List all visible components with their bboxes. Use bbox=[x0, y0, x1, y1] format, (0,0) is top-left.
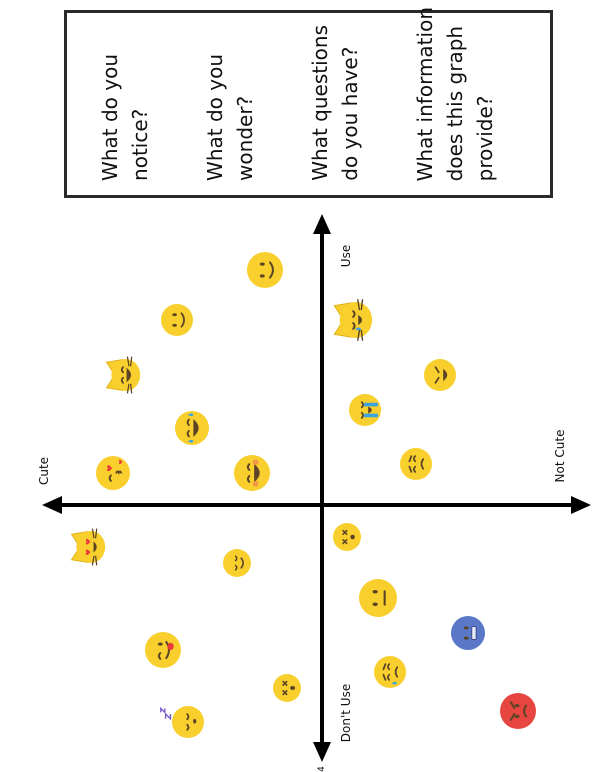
arrow-right-icon bbox=[571, 496, 591, 514]
frowning-face-emoji bbox=[400, 448, 432, 480]
prompt-box: What do you notice? What do you wonder? … bbox=[64, 7, 553, 198]
horizontal-axis bbox=[42, 496, 591, 514]
relieved-face-emoji bbox=[223, 549, 251, 577]
sweat-face-emoji bbox=[374, 656, 406, 688]
axis-label-dont-use: Don't Use bbox=[339, 683, 353, 743]
astonished-face-emoji bbox=[273, 674, 301, 702]
arrow-left-icon bbox=[42, 496, 62, 514]
heart-eyes-cat-emoji bbox=[70, 528, 106, 566]
sleeping-face-emoji bbox=[160, 706, 204, 738]
grinning-cat-face-emoji bbox=[105, 356, 141, 394]
loudly-crying-face-emoji bbox=[349, 394, 381, 426]
slightly-smiling-face-emoji bbox=[247, 252, 283, 288]
vertical-axis bbox=[313, 214, 331, 762]
arrow-down-icon bbox=[313, 742, 331, 762]
kissing-heart-face-emoji bbox=[96, 456, 130, 490]
laughing-tears-face-emoji bbox=[175, 411, 209, 445]
page-mark: 4 bbox=[317, 766, 327, 772]
tongue-face-emoji bbox=[145, 632, 181, 668]
axis-label-not-cute: Not Cute bbox=[553, 429, 567, 483]
axis-label-cute: Cute bbox=[37, 456, 51, 486]
dizzy-face-emoji bbox=[333, 523, 361, 551]
angry-face-emoji bbox=[500, 693, 536, 729]
grinning-squinting-face-emoji bbox=[234, 455, 270, 491]
arrow-up-icon bbox=[313, 214, 331, 234]
smiling-face-emoji bbox=[161, 304, 193, 336]
axis-label-use: Use bbox=[339, 244, 353, 268]
crying-cat-face-emoji bbox=[333, 299, 373, 341]
cold-face-emoji bbox=[451, 616, 485, 650]
emoji-layer bbox=[70, 252, 536, 738]
neutral-face-emoji bbox=[359, 579, 397, 617]
tired-face-emoji bbox=[424, 359, 456, 391]
